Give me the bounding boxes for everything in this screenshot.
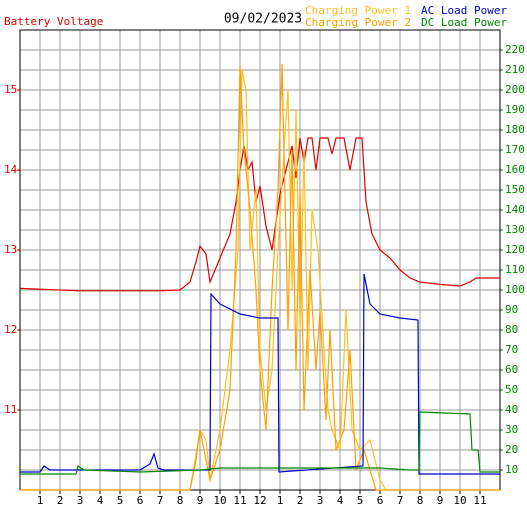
y2-tick-label: 100 <box>505 283 525 296</box>
legend-label: Battery Voltage <box>4 15 103 28</box>
x-tick-label: 11 <box>473 494 486 507</box>
y2-tick-label: 130 <box>505 223 525 236</box>
x-tick-label: 9 <box>437 494 444 507</box>
series-line <box>20 273 500 475</box>
y2-tick-label: 90 <box>505 303 518 316</box>
x-tick-label: 9 <box>197 494 204 507</box>
legend-label: Charging Power 1 <box>305 4 411 17</box>
y2-tick-label: 160 <box>505 163 525 176</box>
series-line <box>20 63 500 491</box>
legend-label: Charging Power 2 <box>305 16 411 29</box>
x-tick-label: 7 <box>397 494 404 507</box>
x-tick-label: 1 <box>277 494 284 507</box>
y2-tick-label: 40 <box>505 403 518 416</box>
x-tick-label: 7 <box>157 494 164 507</box>
x-tick-label: 1 <box>37 494 44 507</box>
x-tick-label: 5 <box>117 494 124 507</box>
x-tick-label: 2 <box>57 494 64 507</box>
y2-tick-label: 30 <box>505 423 518 436</box>
y2-tick-label: 190 <box>505 103 525 116</box>
y2-tick-label: 220 <box>505 43 525 56</box>
y2-tick-label: 180 <box>505 123 525 136</box>
series-line <box>20 411 500 475</box>
y2-tick-label: 170 <box>505 143 525 156</box>
x-tick-label: 5 <box>357 494 364 507</box>
x-tick-label: 8 <box>417 494 424 507</box>
y2-tick-label: 20 <box>505 443 518 456</box>
legend-label: AC Load Power <box>421 4 507 17</box>
y-tick-label: 12 <box>4 323 17 336</box>
series-line <box>19 137 500 292</box>
y2-tick-label: 140 <box>505 203 525 216</box>
series-line <box>20 69 500 491</box>
y-tick-label: 11 <box>4 403 17 416</box>
plot-frame <box>19 29 501 491</box>
y2-tick-label: 60 <box>505 363 518 376</box>
y2-tick-label: 210 <box>505 63 525 76</box>
y2-tick-label: 110 <box>505 263 525 276</box>
y2-tick-label: 120 <box>505 243 525 256</box>
x-tick-label: 3 <box>77 494 84 507</box>
y-tick-label: 14 <box>4 163 18 176</box>
x-tick-label: 10 <box>453 494 466 507</box>
x-tick-label: 6 <box>377 494 384 507</box>
y2-tick-label: 50 <box>505 383 518 396</box>
y2-tick-label: 80 <box>505 323 518 336</box>
x-tick-label: 12 <box>253 494 266 507</box>
x-tick-label: 4 <box>97 494 104 507</box>
x-tick-label: 4 <box>337 494 344 507</box>
y2-tick-label: 70 <box>505 343 518 356</box>
x-tick-label: 6 <box>137 494 144 507</box>
x-tick-label: 2 <box>297 494 304 507</box>
y2-tick-label: 200 <box>505 83 525 96</box>
y2-tick-label: 150 <box>505 183 525 196</box>
chart-title: 09/02/2023 <box>224 12 302 27</box>
x-tick-label: 11 <box>233 494 246 507</box>
y-tick-label: 13 <box>4 243 17 256</box>
legend-label: DC Load Power <box>421 16 507 29</box>
y-tick-label: 15 <box>4 83 17 96</box>
x-tick-label: 10 <box>213 494 226 507</box>
x-tick-label: 3 <box>317 494 324 507</box>
y2-tick-label: 10 <box>505 463 518 476</box>
x-tick-label: 8 <box>177 494 184 507</box>
